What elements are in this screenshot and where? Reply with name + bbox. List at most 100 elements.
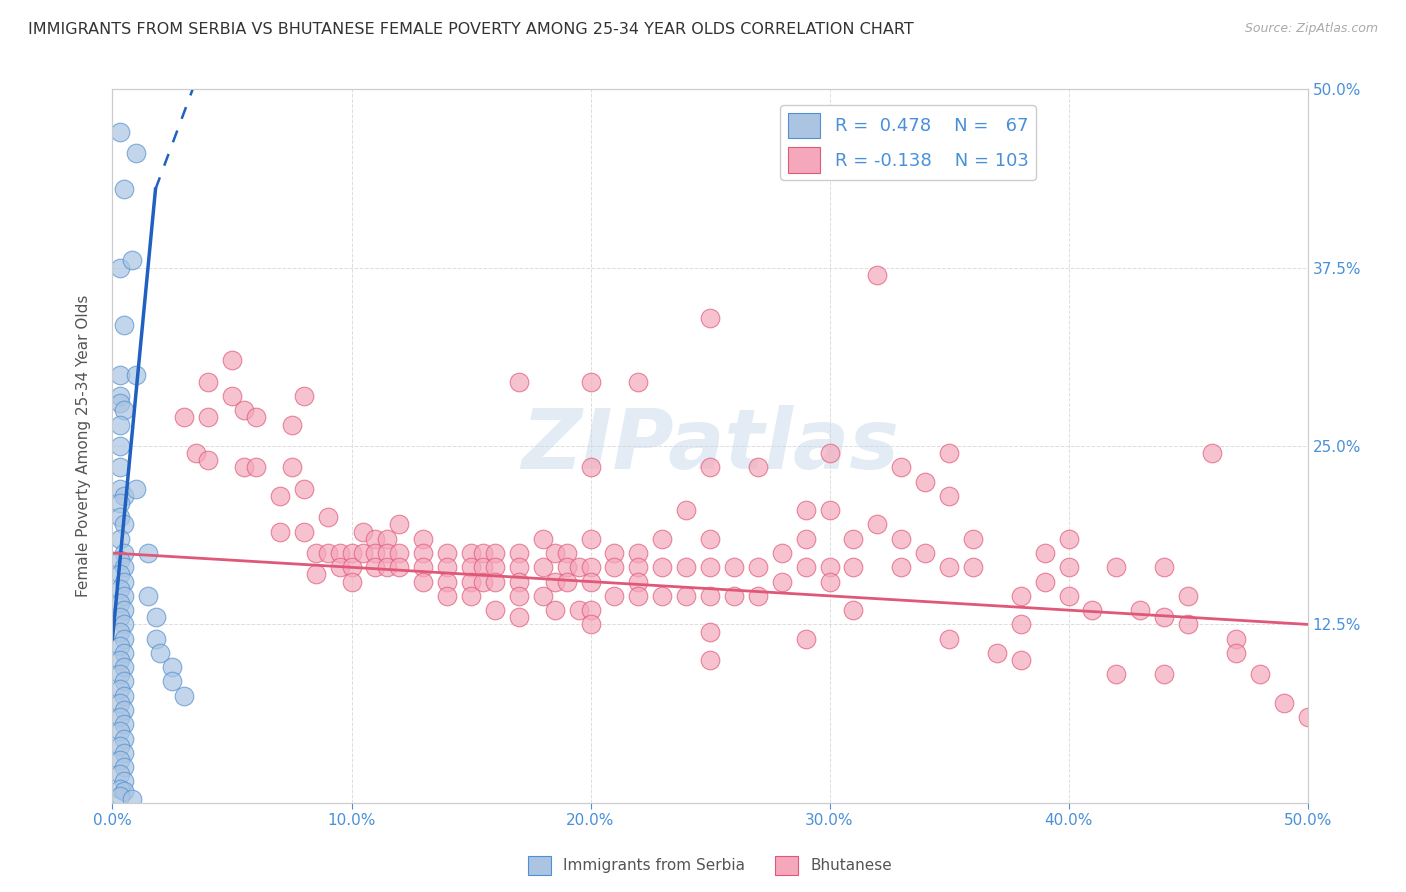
- Point: [108, 639, 131, 653]
- Legend: Immigrants from Serbia, Bhutanese: Immigrants from Serbia, Bhutanese: [522, 850, 898, 880]
- Point: [555, 546, 578, 560]
- Point: [460, 560, 482, 574]
- Point: [1057, 589, 1080, 603]
- Point: [114, 689, 135, 703]
- Point: [842, 603, 865, 617]
- Point: [108, 439, 131, 453]
- Point: [388, 560, 411, 574]
- Point: [108, 125, 131, 139]
- Point: [108, 681, 131, 696]
- Point: [108, 510, 131, 524]
- Point: [627, 589, 650, 603]
- Point: [579, 532, 602, 546]
- Point: [108, 739, 131, 753]
- Point: [377, 560, 399, 574]
- Point: [364, 560, 387, 574]
- Point: [627, 574, 650, 589]
- Point: [543, 574, 565, 589]
- Point: [305, 567, 328, 582]
- Point: [555, 574, 578, 589]
- Point: [108, 396, 131, 410]
- Point: [377, 546, 399, 560]
- Point: [108, 389, 131, 403]
- Point: [108, 724, 131, 739]
- Point: [108, 610, 131, 624]
- Point: [818, 503, 841, 517]
- Point: [508, 375, 530, 389]
- Point: [162, 674, 183, 689]
- Point: [1010, 653, 1032, 667]
- Point: [555, 560, 578, 574]
- Point: [305, 546, 328, 560]
- Text: IMMIGRANTS FROM SERBIA VS BHUTANESE FEMALE POVERTY AMONG 25-34 YEAR OLDS CORRELA: IMMIGRANTS FROM SERBIA VS BHUTANESE FEMA…: [28, 22, 914, 37]
- Point: [108, 496, 131, 510]
- Point: [794, 560, 817, 574]
- Point: [340, 560, 363, 574]
- Point: [531, 589, 554, 603]
- Point: [1272, 696, 1295, 710]
- Point: [221, 353, 243, 368]
- Point: [114, 603, 135, 617]
- Point: [723, 589, 745, 603]
- Point: [568, 560, 591, 574]
- Point: [138, 589, 160, 603]
- Point: [938, 560, 960, 574]
- Point: [579, 603, 602, 617]
- Point: [627, 546, 650, 560]
- Point: [114, 760, 135, 774]
- Point: [1177, 589, 1199, 603]
- Point: [114, 674, 135, 689]
- Point: [108, 789, 131, 803]
- Point: [675, 503, 697, 517]
- Point: [508, 589, 530, 603]
- Point: [579, 574, 602, 589]
- Point: [747, 460, 769, 475]
- Point: [173, 410, 195, 425]
- Point: [108, 753, 131, 767]
- Text: ZIPatlas: ZIPatlas: [522, 406, 898, 486]
- Point: [723, 560, 745, 574]
- Point: [508, 546, 530, 560]
- Point: [114, 774, 135, 789]
- Point: [114, 746, 135, 760]
- Point: [125, 146, 148, 161]
- Point: [794, 532, 817, 546]
- Point: [114, 546, 135, 560]
- Point: [114, 731, 135, 746]
- Point: [114, 517, 135, 532]
- Point: [114, 646, 135, 660]
- Point: [1201, 446, 1223, 460]
- Point: [114, 617, 135, 632]
- Point: [340, 546, 363, 560]
- Point: [436, 546, 458, 560]
- Point: [747, 589, 769, 603]
- Point: [412, 532, 434, 546]
- Point: [108, 767, 131, 781]
- Point: [842, 532, 865, 546]
- Point: [108, 582, 131, 596]
- Point: [1033, 574, 1056, 589]
- Point: [329, 546, 352, 560]
- Point: [914, 475, 936, 489]
- Point: [108, 567, 131, 582]
- Point: [108, 710, 131, 724]
- Point: [340, 574, 363, 589]
- Point: [543, 546, 565, 560]
- Point: [114, 182, 135, 196]
- Point: [627, 375, 650, 389]
- Point: [364, 546, 387, 560]
- Point: [484, 560, 506, 574]
- Point: [603, 589, 626, 603]
- Point: [108, 624, 131, 639]
- Point: [651, 532, 673, 546]
- Point: [138, 546, 160, 560]
- Point: [508, 610, 530, 624]
- Point: [1153, 667, 1175, 681]
- Point: [121, 791, 143, 805]
- Point: [603, 546, 626, 560]
- Point: [245, 460, 267, 475]
- Point: [508, 574, 530, 589]
- Point: [1225, 632, 1247, 646]
- Point: [1153, 610, 1175, 624]
- Point: [221, 389, 243, 403]
